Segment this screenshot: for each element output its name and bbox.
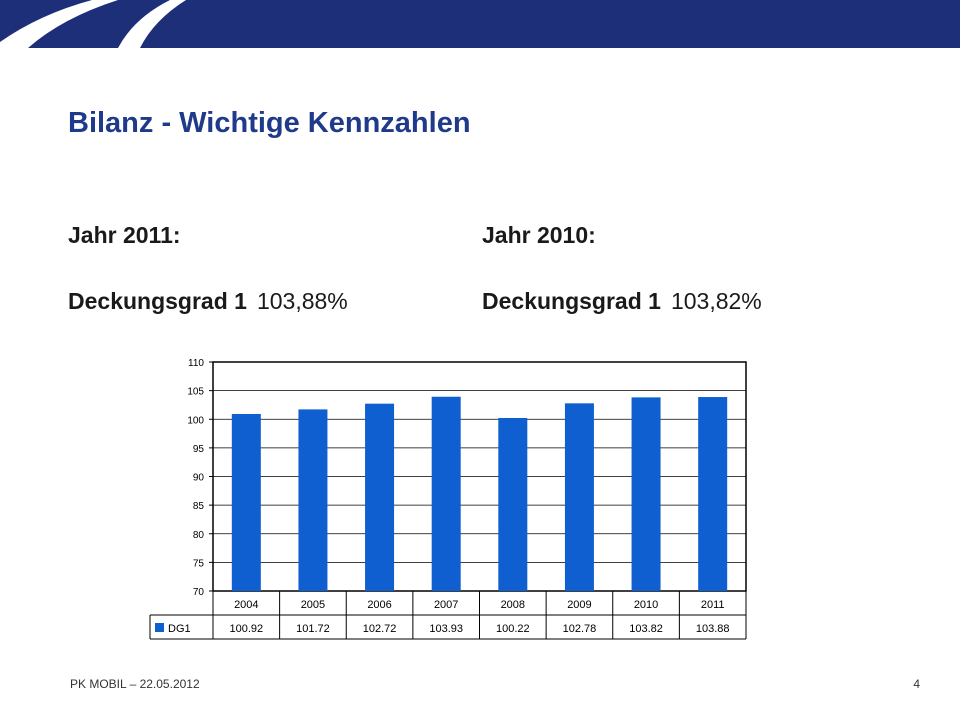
data-label: 102.72 xyxy=(363,623,397,635)
x-tick-label: 2009 xyxy=(567,599,591,611)
page-number: 4 xyxy=(913,677,920,691)
y-tick-label: 95 xyxy=(193,444,205,455)
kpi-left-year-label: Jahr 2011: xyxy=(68,222,181,248)
x-tick-label: 2010 xyxy=(634,599,658,611)
bar xyxy=(231,413,261,591)
y-tick-label: 85 xyxy=(193,501,205,512)
legend-swatch xyxy=(155,623,164,632)
data-label: 103.93 xyxy=(429,623,463,635)
kpi-right-metric-label: Deckungsgrad 1 xyxy=(482,288,661,314)
legend-entry: DG1 xyxy=(168,623,191,635)
x-tick-label: 2005 xyxy=(301,599,325,611)
road-stripe-2 xyxy=(118,0,186,48)
data-label: 100.22 xyxy=(496,623,530,635)
bar xyxy=(564,403,594,591)
y-tick-label: 105 xyxy=(187,387,204,398)
slide-title: Bilanz - Wichtige Kennzahlen xyxy=(68,107,471,139)
kpi-right-year: Jahr 2010: xyxy=(482,222,596,249)
bar xyxy=(498,417,528,591)
y-tick-label: 90 xyxy=(193,473,205,484)
data-label: 103.88 xyxy=(696,623,730,635)
bar xyxy=(431,396,461,591)
kpi-left-metric-label: Deckungsgrad 1 xyxy=(68,288,247,314)
x-tick-label: 2007 xyxy=(434,599,458,611)
x-tick-label: 2006 xyxy=(367,599,391,611)
kpi-left-year: Jahr 2011: xyxy=(68,222,181,249)
footer-text: PK MOBIL – 22.05.2012 xyxy=(70,677,200,691)
kpi-left-metric: Deckungsgrad 1 103,88% xyxy=(68,288,348,315)
y-tick-label: 110 xyxy=(188,358,204,369)
y-tick-label: 75 xyxy=(193,558,205,569)
bar xyxy=(698,397,728,591)
road-stripe-1 xyxy=(0,0,118,48)
y-tick-label: 70 xyxy=(193,587,205,598)
y-tick-label: 100 xyxy=(187,415,204,426)
x-tick-label: 2011 xyxy=(701,599,725,611)
bar xyxy=(298,409,328,591)
data-label: 102.78 xyxy=(563,623,597,635)
x-tick-label: 2008 xyxy=(501,599,525,611)
kpi-left-metric-value: 103,88% xyxy=(256,288,348,314)
kpi-right-year-label: Jahr 2010: xyxy=(482,222,596,248)
data-label: 103.82 xyxy=(629,623,663,635)
bar xyxy=(365,403,395,591)
bar xyxy=(631,397,661,591)
x-tick-label: 2004 xyxy=(234,599,258,611)
data-label: 100.92 xyxy=(229,623,263,635)
y-tick-label: 80 xyxy=(193,530,205,541)
kpi-right-metric: Deckungsgrad 1 103,82% xyxy=(482,288,762,315)
kpi-right-metric-value: 103,82% xyxy=(670,288,762,314)
data-label: 101.72 xyxy=(296,623,330,635)
header-banner xyxy=(0,0,960,48)
